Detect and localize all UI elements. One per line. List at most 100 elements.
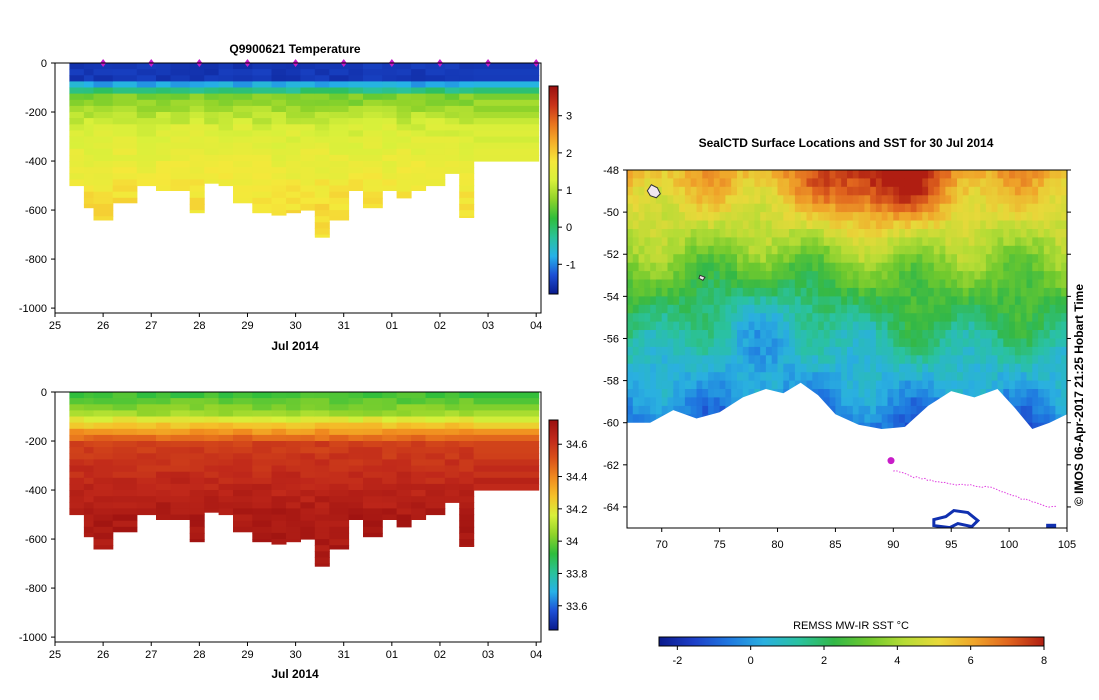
sst-cell (985, 203, 993, 213)
sst-cell (974, 220, 981, 230)
profile-cell (396, 447, 412, 454)
sst-cell (980, 254, 987, 264)
sst-cell (933, 313, 941, 323)
sst-cell (661, 186, 669, 196)
profile-cell (459, 93, 475, 101)
sst-cell (655, 372, 663, 382)
sst-cell (632, 313, 640, 323)
profile-cell (382, 185, 398, 191)
sst-cell (655, 405, 663, 415)
sst-cell (650, 178, 657, 188)
profile-cell (459, 185, 475, 193)
profile-cell (233, 514, 253, 522)
sst-cell (887, 254, 894, 264)
sst-cell (765, 363, 773, 373)
profile-cell (411, 422, 427, 430)
sst-cell (638, 330, 645, 339)
sst-cell (997, 363, 1004, 373)
sst-cell (667, 346, 674, 356)
sst-cell (754, 321, 761, 331)
sst-cell (887, 397, 894, 407)
sst-cell (945, 355, 952, 365)
sst-cell (1043, 313, 1051, 323)
profile-cell (83, 130, 95, 138)
temperature-colorbar (548, 85, 559, 295)
profile-cell (271, 136, 287, 144)
sst-cell (951, 186, 958, 196)
sst-cell (910, 178, 918, 188)
profile-cell (363, 69, 383, 76)
sst-cell (1009, 380, 1016, 390)
sst-cell (933, 355, 941, 365)
sst-cell (881, 271, 889, 281)
sst-cell (783, 313, 790, 323)
profile-cell (112, 398, 138, 405)
profile-cell (314, 130, 330, 138)
sst-cell (922, 186, 929, 196)
profile-cell (233, 502, 253, 509)
profile-cell (112, 191, 138, 199)
profile-cell (411, 398, 427, 405)
lat-tick-label: -58 (603, 376, 619, 388)
sst-cell (812, 287, 819, 297)
sst-cell (957, 186, 964, 196)
profile-cell (93, 161, 114, 168)
sst-cell (910, 313, 918, 323)
sst-cell (870, 330, 877, 339)
sst-cell (864, 170, 871, 179)
sst-cell (737, 178, 744, 188)
sst-cell (731, 229, 738, 238)
sst-cell (1038, 414, 1045, 424)
sst-cell (713, 212, 721, 222)
profile-cell (459, 167, 475, 174)
sst-cell (1055, 330, 1062, 339)
sst-cell (771, 220, 779, 230)
sst-cell (806, 254, 813, 264)
sst-cell (904, 262, 912, 272)
profile-cell (170, 105, 191, 113)
profile-cell (425, 404, 446, 411)
sst-cell (933, 279, 941, 289)
profile-cell (156, 130, 171, 138)
sst-cell (719, 389, 726, 398)
sst-cell (962, 338, 970, 348)
profile-cell (83, 173, 95, 180)
sst-cell (679, 405, 686, 415)
sst-cell (1049, 321, 1056, 331)
profile-cell (218, 154, 234, 162)
profile-cell (271, 63, 287, 70)
sst-cell (916, 313, 923, 323)
profile-cell (189, 87, 205, 95)
sst-cell (1026, 372, 1033, 382)
sst-cell (661, 338, 669, 348)
profile-cell (156, 477, 171, 485)
profile-cell (425, 434, 446, 442)
sst-cell (719, 254, 726, 264)
sst-cell (829, 212, 836, 222)
lat-tick-label: -60 (603, 418, 619, 430)
x-tick-label: 04 (530, 649, 542, 661)
sst-cell (742, 195, 750, 205)
sst-cell (708, 363, 715, 373)
sst-cell (731, 178, 738, 188)
sst-cell (997, 287, 1004, 297)
y-tick-label: -200 (25, 436, 47, 448)
sst-cell (835, 212, 842, 222)
profile-cell (300, 526, 316, 534)
sst-cell (1009, 330, 1016, 339)
profile-cell (271, 520, 287, 528)
sst-cell (812, 296, 819, 306)
sst-cell (939, 321, 946, 331)
sst-cell (829, 170, 836, 179)
profile-cell (156, 93, 171, 101)
sst-cell (754, 212, 761, 222)
profile-cell (252, 502, 273, 509)
sst-cell (985, 313, 993, 323)
sst-cell (899, 380, 906, 390)
profile-cell (136, 81, 157, 89)
profile-cell (459, 410, 475, 418)
sst-cell (748, 195, 755, 205)
profile-cell (170, 63, 191, 70)
profile-cell (411, 142, 427, 150)
sst-cell (852, 321, 860, 331)
